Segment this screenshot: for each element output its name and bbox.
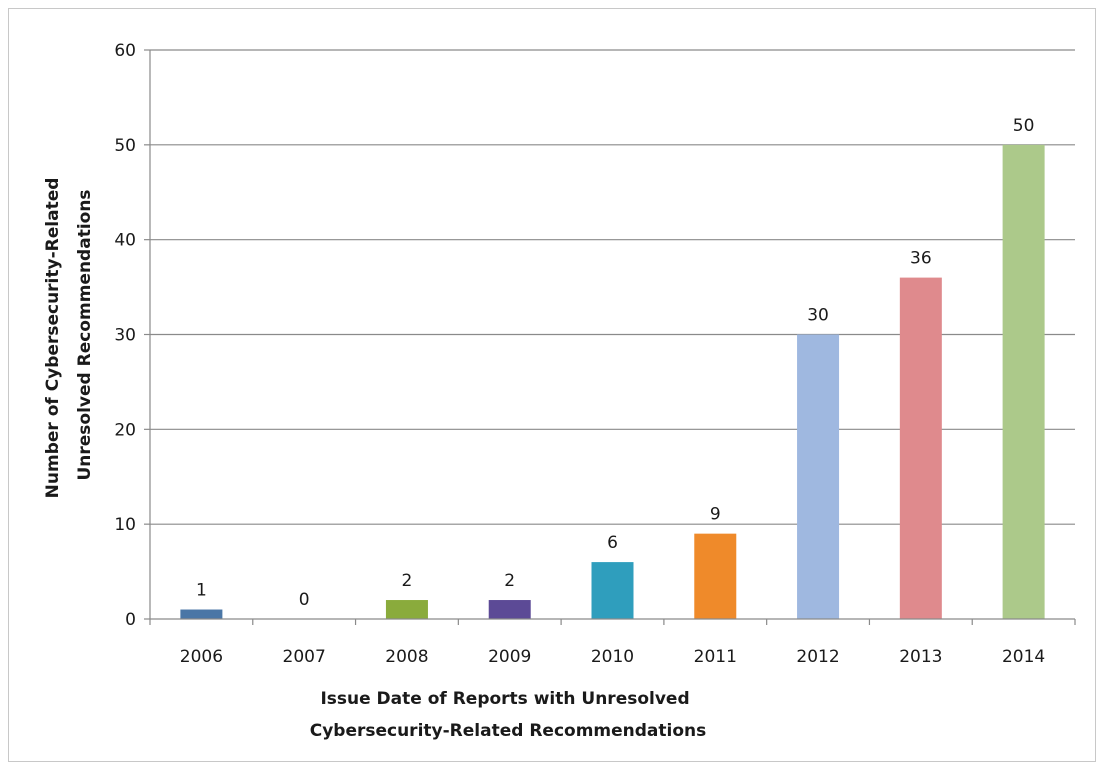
axes [149, 50, 1076, 625]
data-label-2012: 30 [807, 306, 829, 326]
x-tick-label-2011: 2011 [694, 647, 737, 667]
x-axis-title-line-2: Cybersecurity-Related Recommendations [310, 721, 707, 741]
x-tick-labels: 2006 2007 2008 2009 2010 2011 2012 2013 2014 [180, 647, 1045, 667]
y-tick-label-60: 60 [114, 41, 136, 61]
data-label-2014: 50 [1013, 116, 1035, 136]
y-tick-label-50: 50 [114, 136, 136, 156]
x-axis-title: Issue Date of Reports with Unresolved Cy… [310, 689, 707, 741]
data-label-2008: 2 [402, 571, 413, 591]
bar-2011 [694, 533, 737, 619]
x-tick-label-2010: 2010 [591, 647, 634, 667]
y-axis-title: Number of Cybersecurity-Related Unresolv… [43, 172, 95, 499]
data-label-2011: 9 [710, 505, 721, 525]
x-tick-label-2014: 2014 [1002, 647, 1045, 667]
x-tick-label-2006: 2006 [180, 647, 223, 667]
x-tick-label-2013: 2013 [899, 647, 942, 667]
bar-2006 [180, 609, 223, 619]
x-tick-label-2012: 2012 [796, 647, 839, 667]
y-axis-title-line-2: Unresolved Recommendations [75, 189, 95, 480]
data-label-2010: 6 [607, 533, 618, 553]
bar-2013 [899, 277, 942, 619]
bar-2014 [1002, 144, 1045, 620]
data-label-2007: 0 [299, 590, 310, 610]
x-tick-label-2007: 2007 [283, 647, 326, 667]
y-axis-title-line-1: Number of Cybersecurity-Related [43, 178, 63, 499]
x-axis-title-line-1: Issue Date of Reports with Unresolved [320, 689, 689, 709]
y-tick-labels: 0 10 20 30 40 50 60 [114, 41, 136, 630]
bar-2010 [591, 562, 634, 619]
x-tick-label-2008: 2008 [385, 647, 428, 667]
x-tick-label-2009: 2009 [488, 647, 531, 667]
bar-2009 [488, 600, 531, 619]
data-label-2006: 1 [196, 581, 207, 601]
bars [180, 144, 1045, 620]
y-tick-label-30: 30 [114, 326, 136, 346]
data-label-2009: 2 [504, 571, 515, 591]
bar-2008 [385, 600, 428, 619]
data-label-2013: 36 [910, 249, 932, 269]
y-tick-label-10: 10 [114, 515, 136, 535]
y-tick-label-20: 20 [114, 420, 136, 440]
y-tick-label-0: 0 [125, 610, 136, 630]
bar-2012 [797, 334, 840, 619]
data-labels: 1 0 2 2 6 9 30 36 50 [196, 116, 1034, 610]
y-tick-label-40: 40 [114, 231, 136, 251]
